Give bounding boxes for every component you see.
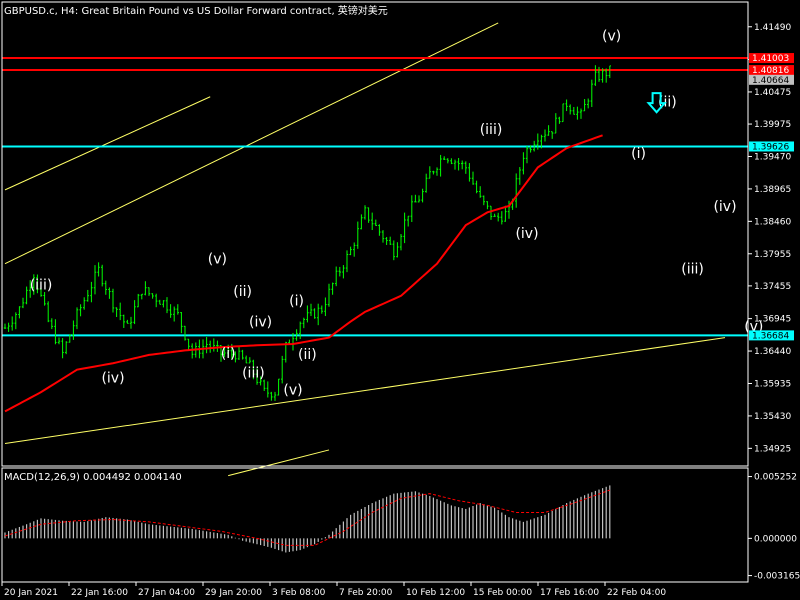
wave-label: (iv): [515, 226, 538, 242]
trend-line: [4, 22, 499, 265]
price-level-tag: [749, 330, 794, 341]
trend-line: [228, 449, 330, 477]
trend-line: [4, 96, 211, 191]
y-tick-label: 1.35935: [754, 379, 791, 389]
macd-series: [4, 485, 611, 553]
x-tick-label: 17 Feb 16:00: [540, 588, 599, 598]
macd-signal-line: [4, 489, 610, 546]
price-level-label: 1.39626: [752, 142, 789, 152]
y-tick-label: 1.34925: [754, 444, 791, 454]
wave-label: (v): [602, 28, 621, 44]
x-tick-label: 3 Feb 08:00: [272, 588, 326, 598]
wave-label: (iii): [30, 277, 53, 293]
current-price-tag: [749, 74, 794, 85]
x-tick-label: 15 Feb 00:00: [473, 588, 532, 598]
wave-label: (iv): [713, 199, 736, 215]
price-level-label: 1.36684: [752, 331, 789, 341]
wave-label: (v): [208, 252, 227, 268]
price-level-tag: [749, 65, 794, 76]
chart-title: GBPUSD.c, H4: Great Britain Pound vs US …: [4, 6, 388, 17]
wave-label: (ii): [298, 347, 317, 363]
macd-y-tick-label: 0.005252: [754, 473, 797, 483]
price-level-label: 1.40816: [752, 66, 789, 76]
x-tick-label: 7 Feb 20:00: [339, 588, 393, 598]
y-tick-label: 1.40475: [754, 88, 791, 98]
down-arrow-shape: [646, 92, 667, 114]
y-tick-label: 1.36440: [754, 347, 791, 357]
price-level-tag: [749, 141, 794, 152]
y-tick-label: 1.36945: [754, 315, 791, 325]
price-level-label: 1.41003: [752, 54, 789, 64]
y-tick-label: 1.37455: [754, 282, 791, 292]
macd-frame: [1, 467, 749, 583]
wave-label: (iii): [681, 261, 704, 277]
wave-label: (iii): [480, 122, 503, 138]
y-tick-label: 1.35430: [754, 412, 791, 422]
price-level-tag: [749, 53, 794, 64]
wave-label: (i): [221, 346, 236, 362]
current-price-label: 1.40664: [752, 76, 789, 86]
x-tick-label: 22 Jan 16:00: [71, 588, 128, 598]
moving-average-line: [4, 134, 603, 413]
x-tick-label: 27 Jan 04:00: [138, 588, 195, 598]
wave-label: (iv): [249, 315, 272, 331]
macd-title: MACD(12,26,9) 0.004492 0.004140: [4, 472, 182, 483]
wave-label: (i): [631, 146, 646, 162]
x-tick-label: 10 Feb 12:00: [406, 588, 465, 598]
down-arrow-icon: [646, 92, 667, 114]
wave-label: (iv): [101, 371, 124, 387]
y-tick-label: 1.38460: [754, 217, 791, 227]
macd-y-tick-label: -0.003165: [754, 572, 800, 582]
x-tick-label: 22 Feb 04:00: [607, 588, 666, 598]
y-tick-label: 1.39470: [754, 152, 791, 162]
y-tick-label: 1.38965: [754, 185, 791, 195]
y-tick-label: 1.41490: [754, 23, 791, 33]
x-tick-label: 29 Jan 20:00: [205, 588, 262, 598]
wave-label: (ii): [233, 284, 252, 300]
wave-label: (i): [289, 293, 304, 309]
price-series: (v) (ii) (i) (iii) (iv) (iv) (iii) (v) (iii) (iv)…: [2, 22, 763, 477]
main-frame: [1, 1, 749, 467]
x-tick-label: 20 Jan 2021: [4, 588, 58, 598]
y-tick-label: 1.39975: [754, 120, 791, 130]
macd-y-tick-label: 0.000000: [754, 534, 797, 544]
wave-label: (v): [283, 383, 302, 399]
wave-label: (iii): [242, 365, 265, 381]
trend-line: [4, 337, 726, 445]
y-tick-label: 1.37955: [754, 250, 791, 260]
